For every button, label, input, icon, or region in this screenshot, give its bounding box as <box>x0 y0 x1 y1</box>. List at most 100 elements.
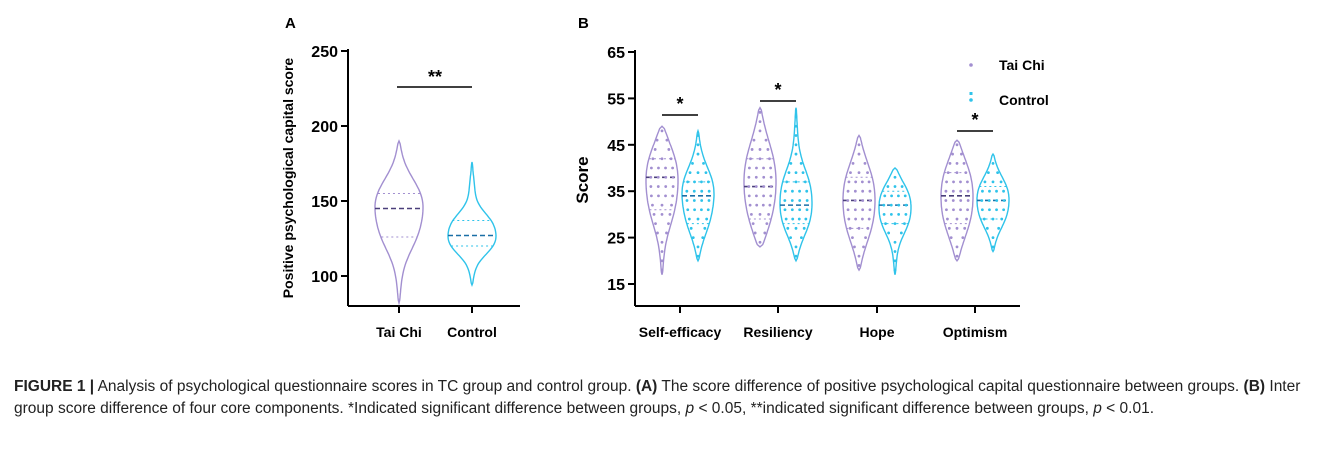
panel-b-tai-chi-data-point <box>946 171 950 175</box>
panel-b-control-data-point <box>899 231 903 235</box>
panel-b-significance-label: * <box>676 94 683 114</box>
panel-b-tai-chi-data-point <box>654 222 657 226</box>
panel-b-tai-chi-data-point <box>758 129 762 133</box>
panel-b-control-data-point <box>687 217 691 221</box>
panel-b-control-data-point <box>991 245 995 249</box>
panel-b-significance-label: * <box>774 80 781 100</box>
panel-b-y-tick-label: 45 <box>607 138 625 155</box>
panel-b-tai-chi-data-point <box>846 208 850 212</box>
panel-b-tai-chi-data-point <box>660 203 664 207</box>
panel-b-tai-chi-data-point <box>864 236 867 240</box>
panel-b-x-tick-label: Hope <box>860 324 895 340</box>
caption-label-b: (B) <box>1243 378 1266 395</box>
panel-b-control-data-point <box>696 245 700 249</box>
panel-b-tai-chi-data-point <box>857 152 861 156</box>
panel-b-control-data-point <box>794 143 798 147</box>
panel-b-tai-chi-data-point <box>660 250 664 253</box>
panel-b-tai-chi-data-point <box>664 175 668 179</box>
panel-b-control-violin-outline <box>976 152 1010 253</box>
panel-b-tai-chi-data-point <box>944 199 948 202</box>
panel-b-control-data-point <box>789 161 793 165</box>
panel-b-tai-chi-data-point <box>961 236 965 240</box>
panel-b-tai-chi-data-point <box>861 199 865 202</box>
panel-b-tai-chi-data-point <box>657 166 660 170</box>
panel-b-control-data-point <box>705 217 709 221</box>
panel-b-control-data-point <box>686 208 690 212</box>
panel-b-control-data-point <box>889 213 893 216</box>
caption-figure-label: FIGURE 1 | <box>14 378 95 395</box>
panel-b-tai-chi-data-point <box>758 213 762 216</box>
caption-text-3: Inter group score difference of four cor… <box>14 378 1301 417</box>
panel-b-control-data-point <box>700 199 704 202</box>
panel-b-control-violin-outline <box>681 128 715 263</box>
panel-b-tai-chi-data-point <box>851 161 855 165</box>
panel-b-control-data-point <box>794 226 798 230</box>
panel-b-tai-chi-data-point <box>955 161 959 165</box>
panel-b-tai-chi-data-point <box>667 148 671 151</box>
panel-b-x-tick-label: Optimism <box>943 324 1008 340</box>
panel-b-x-tick-label: Self-efficacy <box>639 324 722 340</box>
panel-b-control-data-point <box>789 236 792 240</box>
panel-b-control-data-point <box>700 208 703 212</box>
caption-label-a: (A) <box>635 378 658 395</box>
panel-b-tai-chi-data-point <box>665 231 668 235</box>
panel-b-control-data-point <box>784 217 788 221</box>
panel-b-tai-chi-data-point <box>660 157 664 161</box>
panel-b-tai-chi-data-point <box>655 138 659 142</box>
panel-b-control-data-point <box>983 180 987 184</box>
panel-b-control-data-point <box>696 171 700 175</box>
panel-b-tai-chi-data-point <box>768 203 772 207</box>
panel-b-tai-chi-data-point <box>860 217 864 221</box>
panel-b-tai-chi-data-point <box>660 268 664 272</box>
panel-b-tai-chi-data-point <box>959 208 962 212</box>
panel-b-tai-chi-data-point <box>649 194 653 198</box>
panel-b-control-data-point <box>794 254 798 258</box>
panel-b-control-data-point <box>696 217 700 221</box>
panel-b-tai-chi-data-point <box>656 175 660 179</box>
panel-b-control-data-point <box>688 171 692 175</box>
panel-b-control-data-point <box>691 236 695 240</box>
panel-b-tai-chi-data-point <box>868 208 872 212</box>
panel-b-tai-chi-data-point <box>959 199 963 202</box>
panel-b-tai-chi-data-point <box>747 194 751 198</box>
panel-b-tai-chi-data-point <box>671 194 675 198</box>
panel-b-tai-chi-data-point <box>955 226 959 230</box>
panel-b-tai-chi-data-point <box>946 217 949 221</box>
panel-b-control-data-point <box>985 226 989 230</box>
legend-marker-control <box>969 98 973 102</box>
panel-b-y-tick-label: 25 <box>607 231 625 248</box>
panel-b-control-data-point <box>783 189 787 193</box>
panel-b-control-data-point <box>991 180 995 184</box>
panel-b-tai-chi-data-point <box>758 110 762 114</box>
panel-b-control-data-point <box>785 180 789 184</box>
panel-b-tai-chi-data-point <box>748 166 751 170</box>
panel-b-tai-chi-data-point <box>750 148 754 151</box>
panel-b-tai-chi-data-point <box>671 185 675 188</box>
panel-b-tai-chi-data-point <box>846 189 850 193</box>
panel-b-tai-chi-data-point <box>951 199 955 202</box>
panel-b-control-data-point <box>700 180 703 184</box>
panel-b-tai-chi-data-point <box>649 185 653 188</box>
panel-b-control-data-point <box>700 189 704 193</box>
panel-b-control-data-point <box>889 203 893 207</box>
panel-b-control-data-point <box>893 268 897 272</box>
panel-b-control-data-point <box>805 208 809 212</box>
panel-b-control-data-point <box>883 194 887 198</box>
panel-b-control-data-point <box>696 254 700 258</box>
panel-b-control-data-point <box>904 213 908 216</box>
panel-b-tai-chi-data-point <box>955 143 959 147</box>
panel-b-tai-chi-data-point <box>762 194 765 198</box>
panel-b-y-tick-label: 65 <box>607 45 625 62</box>
panel-b-tai-chi-data-point <box>955 217 959 221</box>
panel-b-control-data-point <box>693 180 696 184</box>
panel-b-tai-chi-data-point <box>747 175 751 179</box>
panel-b-tai-chi-data-point <box>854 217 858 221</box>
panel-b-tai-chi-data-point <box>867 217 871 221</box>
panel-b-control-data-point <box>707 199 711 202</box>
panel-b-control-data-point <box>887 231 891 235</box>
panel-b-control-data-point <box>982 217 986 221</box>
figure-caption: FIGURE 1 | Analysis of psychological que… <box>14 376 1314 420</box>
panel-b-tai-chi-data-point <box>849 171 852 175</box>
panel-b-control-data-point <box>996 171 1000 175</box>
panel-b-tai-chi-data-point <box>868 199 872 202</box>
